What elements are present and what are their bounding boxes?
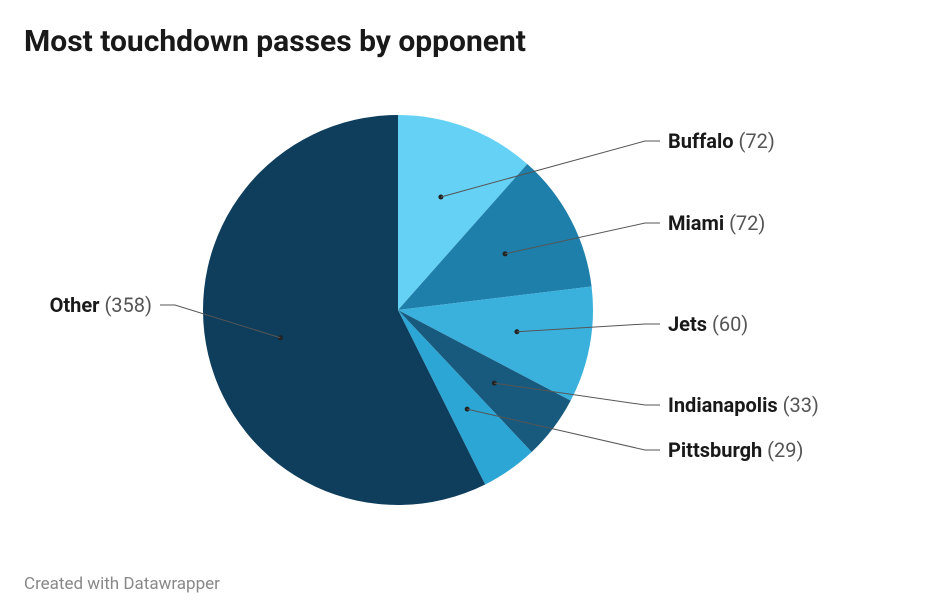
slice-label: Indianapolis (33)	[668, 393, 819, 417]
slice-label-name: Indianapolis	[668, 393, 778, 417]
slice-label-value: (29)	[762, 438, 803, 462]
slice-label: Jets (60)	[668, 312, 748, 336]
slice-label-value: (60)	[707, 312, 748, 336]
slice-label-value: (72)	[724, 211, 765, 235]
slice-label-value: (72)	[734, 129, 775, 153]
slice-label-name: Other	[50, 293, 100, 317]
slice-label: Other (358)	[50, 293, 152, 317]
slice-label: Miami (72)	[668, 211, 765, 235]
slice-label-name: Jets	[668, 312, 707, 336]
chart-container: Most touchdown passes by opponent Buffal…	[0, 0, 940, 614]
slice-label-name: Buffalo	[668, 129, 734, 153]
slice-label-value: (358)	[100, 293, 153, 317]
slice-label-name: Pittsburgh	[668, 438, 762, 462]
slice-label: Pittsburgh (29)	[668, 438, 803, 462]
slice-label: Buffalo (72)	[668, 129, 775, 153]
slice-label-value: (33)	[778, 393, 819, 417]
chart-footer: Created with Datawrapper	[24, 574, 220, 594]
slice-label-name: Miami	[668, 211, 724, 235]
